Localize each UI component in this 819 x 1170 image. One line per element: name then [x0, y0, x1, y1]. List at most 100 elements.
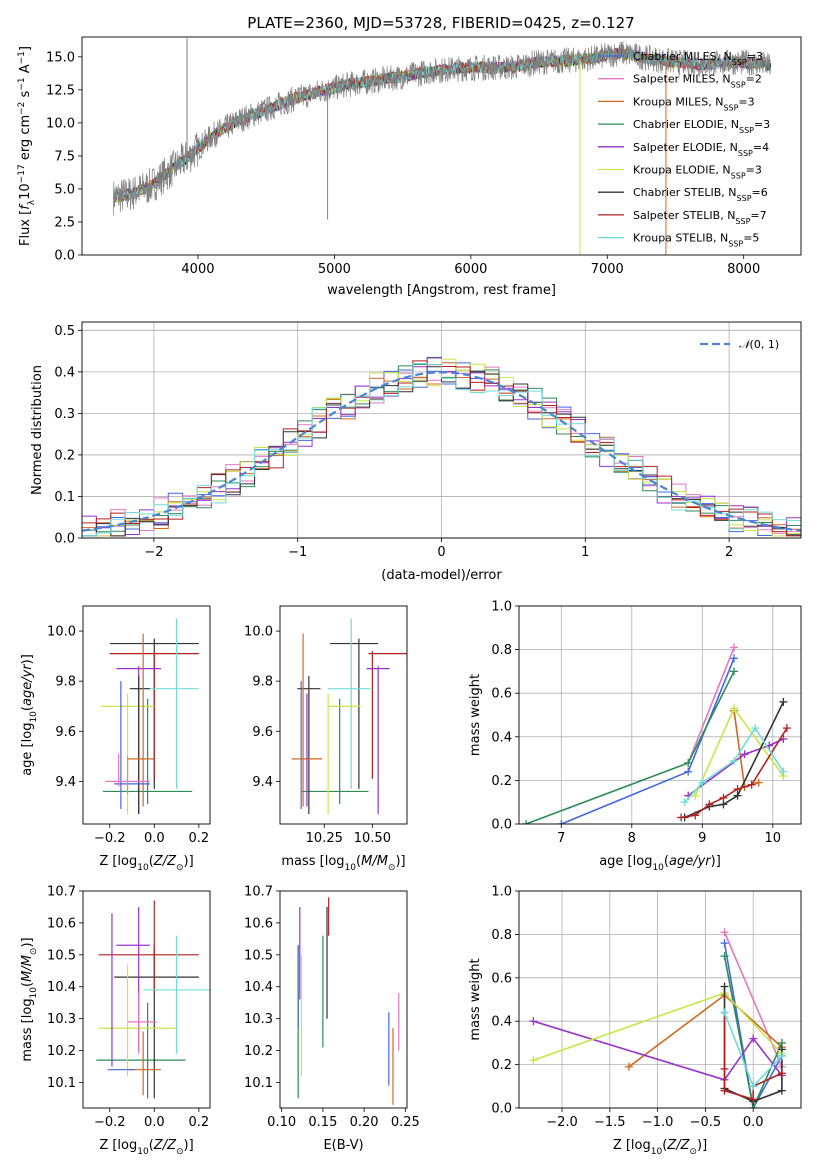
- legend-sub: SSP: [731, 80, 746, 89]
- axis-label-part: λ: [27, 199, 37, 205]
- series-marker: [720, 1086, 729, 1095]
- axis-label-part: )]: [711, 854, 721, 869]
- y-tick-label: 9.4: [55, 775, 76, 790]
- axis-label-part: f: [18, 203, 33, 210]
- legend-sub: SSP: [723, 103, 738, 112]
- series-marker: [749, 1082, 758, 1091]
- legend-text: Kroupa ELODIE, N: [633, 164, 731, 177]
- legend-tail: =2: [746, 73, 762, 86]
- y-axis-label: mass weight: [468, 958, 483, 1040]
- y-axis-label: mass weight: [468, 674, 483, 756]
- axis-label-part: mass [log: [281, 854, 344, 869]
- axis-label-part: M: [20, 955, 35, 966]
- series-marker: [730, 643, 739, 652]
- legend-tail: =3: [754, 118, 770, 131]
- errorbar: [127, 993, 157, 1054]
- series-marker: [720, 982, 729, 991]
- x-tick-label: 7000: [591, 262, 624, 277]
- x-tick-label: −2.0: [546, 1115, 578, 1130]
- axis-label-part: )]: [20, 654, 35, 664]
- chart-age_vs_Z: −0.2 0.0 0.29.49.69.810.0Z [log10(Z/Z⊙)]ag…: [20, 605, 211, 873]
- y-tick-label: 0.2: [54, 448, 75, 463]
- axis-label-part: /: [20, 676, 35, 683]
- x-tick-label: 8000: [727, 262, 760, 277]
- errorbar: [129, 676, 150, 814]
- axis-label-part: (: [664, 854, 669, 869]
- legend-label: Salpeter STELIB, NSSP=7: [633, 209, 767, 226]
- series-marker: [740, 750, 749, 759]
- series-marker: [730, 704, 739, 713]
- axis-label-part: ⊙: [176, 1147, 184, 1157]
- plot-area: [100, 618, 199, 814]
- axis-label-part: M: [361, 854, 372, 869]
- series-marker: [747, 780, 756, 789]
- legend-symbol: 𝒩: [739, 338, 753, 351]
- y-tick-label: 10.6: [244, 916, 273, 931]
- legend-tail: =6: [752, 186, 768, 199]
- errorbar: [328, 618, 371, 789]
- series-line: [723, 955, 783, 1108]
- y-tick-label: 0.1: [54, 490, 75, 505]
- y-tick-label: 0.3: [54, 407, 75, 422]
- series-marker: [719, 793, 728, 802]
- legend-text: Chabrier STELIB, N: [633, 186, 737, 199]
- legend-text: Chabrier MILES, N: [633, 50, 732, 63]
- x-tick-label: −1: [288, 545, 307, 560]
- series-marker: [730, 654, 739, 663]
- series-marker: [677, 813, 686, 822]
- x-tick-label: 0.0: [144, 1115, 165, 1130]
- x-tick-label: 5000: [318, 262, 351, 277]
- chart-residuals: −2 −1 0 1 2 0.0 0.1 0.2 0.3 0.4 0.5 𝒩(0, 1) (data-mo…: [30, 321, 802, 583]
- chart-massweight_vs_age: 7 8 9 100.00.20.40.60.81.0 age [log10(age/yr…: [468, 600, 802, 873]
- y-tick-label: 10.7: [47, 885, 76, 900]
- y-tick-label: 0.5: [54, 324, 75, 339]
- legend-text: Kroupa STELIB, N: [633, 232, 728, 245]
- axis-label-part: ⊙: [29, 948, 39, 956]
- legend-sub: SSP: [735, 216, 750, 225]
- plot-area: [529, 928, 786, 1108]
- series-line: [533, 1020, 783, 1081]
- legend-label: Kroupa MILES, NSSP=3: [633, 95, 755, 112]
- x-tick-label: 7: [557, 831, 565, 846]
- plot-area: [96, 900, 210, 1099]
- legend-label: Kroupa ELODIE, NSSP=3: [633, 164, 762, 181]
- y-tick-label: 9.6: [55, 725, 76, 740]
- axis-label-part: M: [20, 971, 35, 982]
- series-marker: [749, 1095, 758, 1104]
- axis-label-part: (: [149, 854, 154, 869]
- x-tick-label: 6000: [454, 262, 487, 277]
- y-tick-label: 10.0: [46, 116, 75, 131]
- axes-frame: [82, 605, 211, 825]
- y-tick-label: 0.6: [491, 971, 512, 986]
- y-tick-label: 0.8: [491, 643, 512, 658]
- axis-label-part: 10: [137, 863, 149, 873]
- axis-label-part: 10: [651, 1147, 663, 1157]
- axis-label: mass [log10(M/M⊙)]: [20, 937, 39, 1061]
- plot-area: [112, 38, 772, 255]
- axis-label-part: ]: [18, 46, 33, 51]
- ticks: 7 8 9 10 0.0 0.2 0.4 0.6 0.8 1.0: [491, 600, 781, 847]
- legend-label: Salpeter ELODIE, NSSP=4: [633, 141, 769, 158]
- axis-label: age [log10(age/yr)]: [599, 854, 721, 873]
- x-tick-label: 10: [765, 831, 782, 846]
- y-tick-label: 10.5: [244, 948, 273, 963]
- plot-area: [82, 356, 801, 538]
- axis-label: Z [log10(Z/Z⊙)]: [613, 1138, 707, 1157]
- axes-frame: [81, 321, 802, 539]
- x-axis-label: wavelength [Angstrom, rest frame]: [327, 283, 556, 298]
- legend-sub: SSP: [737, 194, 752, 203]
- x-tick-label: −2: [144, 545, 163, 560]
- axis-label-part: ⊙: [388, 863, 396, 873]
- series-marker: [777, 1086, 786, 1095]
- plot-area: [291, 618, 407, 814]
- y-tick-label: 12.5: [46, 83, 75, 98]
- series-marker: [733, 785, 742, 794]
- y-tick-label: 0.0: [54, 532, 75, 547]
- errorbar: [98, 900, 199, 994]
- y-tick-label: 10.3: [47, 1012, 76, 1027]
- axis-label-part: age: [669, 854, 693, 869]
- legend-sub: SSP: [731, 171, 746, 180]
- y-tick-label: 9.4: [252, 775, 273, 790]
